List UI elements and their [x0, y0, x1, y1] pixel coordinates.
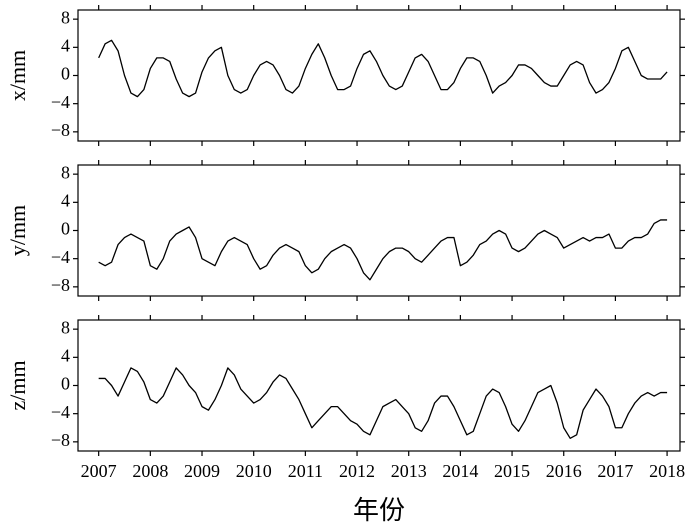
x-tick-label: 2010	[236, 461, 272, 481]
y-tick-label: 8	[61, 317, 70, 337]
x-tick-label: 2011	[288, 461, 323, 481]
data-line	[98, 219, 668, 281]
x-tick-label: 2009	[184, 461, 220, 481]
x-tick-label: 2016	[546, 461, 582, 481]
data-line	[98, 367, 668, 439]
data-line	[98, 39, 668, 98]
y-tick-label: 4	[61, 35, 70, 55]
y-tick-label: 4	[61, 190, 70, 210]
y-tick-label: 8	[61, 7, 70, 27]
y-tick-label: 0	[61, 219, 70, 239]
y-tick-label: −8	[51, 430, 70, 450]
y-tick-label: −4	[51, 402, 70, 422]
y-tick-label: 0	[61, 64, 70, 84]
y-axis-label: y/mm	[5, 205, 30, 256]
x-tick-label: 2018	[649, 461, 685, 481]
x-tick-label: 2014	[442, 461, 478, 481]
y-tick-label: −4	[51, 247, 70, 267]
y-tick-label: −8	[51, 120, 70, 140]
x-axis-label: 年份	[353, 496, 405, 525]
x-tick-label: 2017	[597, 461, 633, 481]
y-tick-label: 8	[61, 162, 70, 182]
y-tick-label: −4	[51, 92, 70, 112]
y-axis-label: x/mm	[5, 50, 30, 101]
y-axis-label: z/mm	[5, 360, 30, 410]
x-tick-label: 2012	[339, 461, 375, 481]
plot-frame	[77, 164, 681, 297]
y-tick-label: −8	[51, 275, 70, 295]
y-tick-label: 0	[61, 374, 70, 394]
y-tick-label: 4	[61, 345, 70, 365]
x-tick-label: 2008	[132, 461, 168, 481]
x-tick-label: 2007	[81, 461, 117, 481]
x-tick-label: 2013	[391, 461, 427, 481]
x-tick-label: 2015	[494, 461, 530, 481]
plot-frame	[77, 9, 681, 142]
